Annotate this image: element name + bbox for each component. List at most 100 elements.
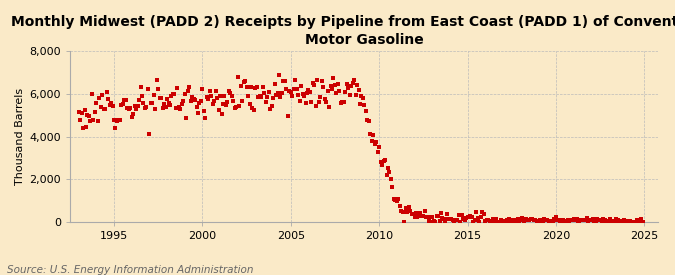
Point — [85, 119, 96, 123]
Point — [377, 163, 387, 167]
Point — [265, 107, 275, 111]
Point — [308, 81, 319, 86]
Point — [231, 105, 242, 109]
Point — [374, 145, 385, 149]
Point — [564, 219, 574, 223]
Point — [365, 132, 376, 136]
Point — [529, 218, 539, 223]
Point — [228, 99, 239, 103]
Point — [261, 100, 271, 104]
Point — [90, 109, 101, 114]
Point — [416, 214, 427, 218]
Point — [279, 79, 290, 83]
Point — [196, 99, 207, 104]
Point — [444, 217, 455, 221]
Point — [324, 104, 335, 109]
Y-axis label: Thousand Barrels: Thousand Barrels — [15, 88, 25, 185]
Point — [281, 87, 292, 91]
Point — [262, 95, 273, 100]
Point — [327, 87, 338, 91]
Title: Monthly Midwest (PADD 2) Receipts by Pipeline from East Coast (PADD 1) of Conven: Monthly Midwest (PADD 2) Receipts by Pip… — [11, 15, 675, 47]
Point — [531, 219, 542, 224]
Point — [340, 90, 351, 95]
Point — [230, 106, 240, 110]
Point — [633, 218, 644, 223]
Point — [74, 109, 84, 114]
Point — [423, 214, 433, 219]
Point — [76, 111, 87, 116]
Point — [241, 84, 252, 89]
Point — [304, 90, 315, 94]
Point — [331, 91, 342, 95]
Point — [226, 94, 237, 98]
Point — [303, 88, 314, 92]
Point — [240, 79, 250, 83]
Point — [360, 109, 371, 114]
Point — [273, 73, 284, 77]
Point — [120, 98, 131, 102]
Point — [593, 218, 604, 222]
Point — [408, 212, 418, 216]
Point — [493, 219, 504, 224]
Point — [99, 107, 109, 111]
Point — [465, 213, 476, 218]
Point — [266, 104, 277, 108]
Point — [368, 133, 379, 138]
Point — [502, 218, 513, 223]
Point — [506, 218, 517, 222]
Point — [80, 125, 91, 129]
Point — [454, 213, 464, 218]
Point — [484, 219, 495, 223]
Point — [555, 219, 566, 223]
Point — [527, 217, 538, 221]
Point — [459, 218, 470, 222]
Point — [424, 219, 435, 223]
Point — [390, 198, 401, 202]
Point — [543, 219, 554, 224]
Point — [282, 114, 293, 119]
Point — [338, 100, 349, 104]
Point — [515, 218, 526, 222]
Point — [182, 89, 193, 93]
Point — [595, 218, 605, 222]
Point — [602, 219, 613, 224]
Point — [402, 210, 412, 214]
Point — [256, 95, 267, 99]
Point — [636, 217, 647, 221]
Point — [263, 90, 274, 94]
Point — [367, 139, 377, 143]
Point — [222, 100, 233, 104]
Point — [215, 94, 225, 98]
Point — [375, 159, 386, 164]
Point — [479, 211, 489, 216]
Point — [237, 98, 248, 103]
Point — [610, 219, 620, 224]
Point — [399, 219, 410, 224]
Point — [91, 101, 102, 105]
Point — [225, 90, 236, 95]
Point — [509, 219, 520, 224]
Point — [346, 84, 356, 88]
Point — [306, 100, 317, 104]
Point — [470, 218, 481, 222]
Point — [449, 219, 460, 224]
Point — [385, 177, 396, 181]
Point — [398, 210, 408, 214]
Point — [116, 103, 127, 108]
Point — [138, 101, 149, 105]
Point — [455, 219, 466, 224]
Point — [95, 105, 106, 109]
Point — [486, 219, 497, 224]
Point — [440, 218, 451, 223]
Point — [353, 88, 364, 93]
Point — [369, 142, 380, 146]
Point — [88, 117, 99, 122]
Point — [607, 219, 618, 223]
Point — [350, 92, 361, 97]
Point — [328, 76, 339, 81]
Point — [181, 116, 192, 120]
Point — [147, 101, 158, 106]
Point — [356, 94, 367, 98]
Point — [335, 100, 346, 105]
Point — [403, 205, 414, 209]
